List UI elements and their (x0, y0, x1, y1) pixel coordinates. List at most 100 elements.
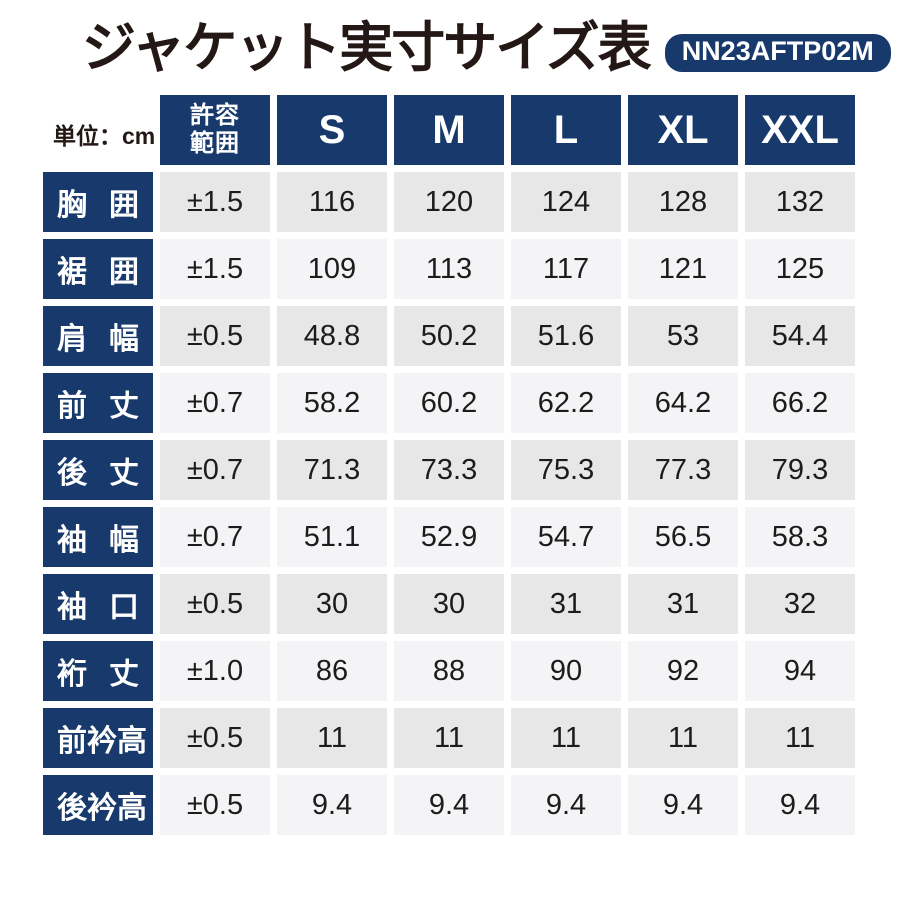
size-value-cell: 113 (394, 239, 504, 299)
size-value-cell: 9.4 (277, 775, 387, 835)
row-label: 肩幅 (43, 306, 153, 366)
column-header-size-xl: XL (628, 95, 738, 165)
size-value-cell: 32 (745, 574, 855, 634)
size-value-cell: 77.3 (628, 440, 738, 500)
row-label-char: 裾 (57, 256, 87, 289)
row-label-char: 前 (57, 390, 87, 423)
row-label-char: 幅 (109, 323, 139, 356)
row-label: 後衿高 (43, 775, 153, 835)
size-value-cell: 120 (394, 172, 504, 232)
size-value-cell: 58.2 (277, 373, 387, 433)
row-label-char: 丈 (109, 658, 139, 691)
row-label: 後丈 (43, 440, 153, 500)
column-header-size-xxl: XXL (745, 95, 855, 165)
size-value-cell: 9.4 (628, 775, 738, 835)
size-value-cell: 56.5 (628, 507, 738, 567)
size-value-cell: 90 (511, 641, 621, 701)
size-value-cell: 71.3 (277, 440, 387, 500)
column-header-tolerance: 許容 範囲 (160, 95, 270, 165)
size-value-cell: 50.2 (394, 306, 504, 366)
row-label-char: 肩 (57, 323, 87, 356)
row-label-char: 衿 (87, 725, 117, 758)
size-value-cell: 11 (277, 708, 387, 768)
size-value-cell: 73.3 (394, 440, 504, 500)
size-value-cell: 128 (628, 172, 738, 232)
row-label-char: 裄 (57, 658, 87, 691)
product-code-badge: NN23AFTP02M (664, 34, 891, 72)
row-label-char: 後 (57, 792, 87, 825)
size-value-cell: 117 (511, 239, 621, 299)
size-value-cell: 92 (628, 641, 738, 701)
size-value-cell: 54.4 (745, 306, 855, 366)
size-value-cell: 11 (745, 708, 855, 768)
size-value-cell: 60.2 (394, 373, 504, 433)
size-value-cell: 51.6 (511, 306, 621, 366)
row-label: 裾囲 (43, 239, 153, 299)
column-header-size-s: S (277, 95, 387, 165)
column-header-size-l: L (511, 95, 621, 165)
size-value-cell: 9.4 (745, 775, 855, 835)
row-label-char: 高 (117, 725, 147, 758)
row-label-char: 丈 (109, 457, 139, 490)
tolerance-cell: ±1.5 (160, 172, 270, 232)
row-label: 前衿高 (43, 708, 153, 768)
row-label-char: 後 (57, 457, 87, 490)
size-value-cell: 79.3 (745, 440, 855, 500)
tolerance-cell: ±0.7 (160, 373, 270, 433)
row-label-char: 丈 (109, 390, 139, 423)
size-value-cell: 124 (511, 172, 621, 232)
size-value-cell: 30 (277, 574, 387, 634)
row-label-char: 袖 (57, 591, 87, 624)
row-label-char: 胸 (57, 189, 87, 222)
size-value-cell: 9.4 (394, 775, 504, 835)
size-value-cell: 66.2 (745, 373, 855, 433)
row-label: 袖口 (43, 574, 153, 634)
size-value-cell: 132 (745, 172, 855, 232)
unit-label: 単位：cm (53, 123, 156, 149)
row-label-char: 衿 (87, 792, 117, 825)
tolerance-cell: ±0.5 (160, 306, 270, 366)
size-value-cell: 11 (394, 708, 504, 768)
size-table: 単位：cm 許容 範囲 S M L XL XXL 胸囲 ±1.5 116 120 124 128 13… (43, 95, 855, 835)
size-value-cell: 58.3 (745, 507, 855, 567)
size-value-cell: 53 (628, 306, 738, 366)
row-label: 袖幅 (43, 507, 153, 567)
size-value-cell: 30 (394, 574, 504, 634)
tolerance-header-line: 範囲 (190, 130, 240, 157)
tolerance-cell: ±0.7 (160, 440, 270, 500)
size-value-cell: 62.2 (511, 373, 621, 433)
size-value-cell: 94 (745, 641, 855, 701)
row-label: 裄丈 (43, 641, 153, 701)
size-value-cell: 31 (511, 574, 621, 634)
size-value-cell: 88 (394, 641, 504, 701)
tolerance-cell: ±0.5 (160, 775, 270, 835)
row-label-char: 高 (117, 792, 147, 825)
size-value-cell: 11 (628, 708, 738, 768)
size-value-cell: 31 (628, 574, 738, 634)
size-value-cell: 109 (277, 239, 387, 299)
size-value-cell: 121 (628, 239, 738, 299)
row-label-char: 囲 (109, 256, 139, 289)
tolerance-cell: ±0.5 (160, 574, 270, 634)
tolerance-cell: ±1.0 (160, 641, 270, 701)
size-value-cell: 125 (745, 239, 855, 299)
row-label-char: 袖 (57, 524, 87, 557)
tolerance-cell: ±1.5 (160, 239, 270, 299)
size-value-cell: 64.2 (628, 373, 738, 433)
size-value-cell: 9.4 (511, 775, 621, 835)
row-label-char: 幅 (109, 524, 139, 557)
tolerance-cell: ±0.7 (160, 507, 270, 567)
tolerance-header-line: 許容 (190, 102, 240, 130)
size-value-cell: 86 (277, 641, 387, 701)
size-value-cell: 51.1 (277, 507, 387, 567)
row-label: 胸囲 (43, 172, 153, 232)
size-value-cell: 52.9 (394, 507, 504, 567)
tolerance-cell: ±0.5 (160, 708, 270, 768)
size-value-cell: 11 (511, 708, 621, 768)
page-header: ジャケット実寸サイズ表 NN23AFTP02M (82, 20, 891, 77)
row-label-char: 囲 (109, 189, 139, 222)
size-value-cell: 48.8 (277, 306, 387, 366)
row-label: 前丈 (43, 373, 153, 433)
size-value-cell: 116 (277, 172, 387, 232)
column-header-size-m: M (394, 95, 504, 165)
